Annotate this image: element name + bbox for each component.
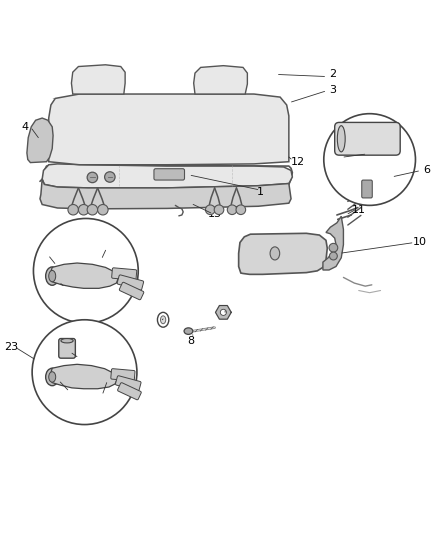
Ellipse shape bbox=[46, 368, 59, 386]
Text: 6: 6 bbox=[423, 165, 430, 175]
Text: 19: 19 bbox=[94, 392, 108, 402]
Ellipse shape bbox=[160, 316, 166, 324]
Text: 11: 11 bbox=[352, 205, 366, 215]
Circle shape bbox=[87, 172, 98, 183]
Circle shape bbox=[87, 205, 98, 215]
FancyBboxPatch shape bbox=[362, 180, 372, 198]
Circle shape bbox=[236, 205, 246, 215]
Text: 12: 12 bbox=[290, 157, 305, 167]
Circle shape bbox=[227, 205, 237, 215]
PathPatch shape bbox=[40, 179, 291, 209]
Circle shape bbox=[98, 205, 108, 215]
Text: 16: 16 bbox=[101, 242, 115, 252]
Text: 10: 10 bbox=[413, 238, 427, 247]
Text: 23: 23 bbox=[4, 342, 19, 352]
Text: 17: 17 bbox=[72, 356, 86, 365]
Ellipse shape bbox=[49, 270, 56, 282]
Circle shape bbox=[33, 219, 138, 323]
FancyBboxPatch shape bbox=[154, 169, 184, 180]
Circle shape bbox=[220, 309, 226, 316]
PathPatch shape bbox=[239, 233, 327, 274]
PathPatch shape bbox=[71, 65, 125, 94]
FancyBboxPatch shape bbox=[119, 282, 144, 300]
FancyBboxPatch shape bbox=[116, 376, 141, 391]
Circle shape bbox=[329, 244, 338, 252]
FancyBboxPatch shape bbox=[335, 123, 400, 155]
Ellipse shape bbox=[46, 267, 59, 285]
PathPatch shape bbox=[49, 94, 289, 165]
Ellipse shape bbox=[184, 328, 193, 334]
Text: 5: 5 bbox=[333, 152, 340, 163]
PathPatch shape bbox=[323, 216, 343, 270]
PathPatch shape bbox=[42, 164, 292, 188]
Polygon shape bbox=[215, 305, 231, 319]
Text: 9: 9 bbox=[220, 305, 227, 315]
Text: 2: 2 bbox=[329, 69, 336, 79]
Text: 8: 8 bbox=[187, 336, 194, 346]
Text: 15: 15 bbox=[57, 284, 71, 293]
Circle shape bbox=[68, 205, 78, 215]
PathPatch shape bbox=[49, 263, 119, 288]
Circle shape bbox=[105, 172, 115, 182]
Text: 18: 18 bbox=[61, 388, 75, 398]
Circle shape bbox=[32, 320, 137, 425]
Text: 4: 4 bbox=[21, 122, 28, 132]
Ellipse shape bbox=[157, 312, 169, 327]
Circle shape bbox=[205, 205, 215, 215]
Text: 7: 7 bbox=[159, 318, 166, 328]
FancyBboxPatch shape bbox=[59, 338, 75, 358]
Ellipse shape bbox=[49, 372, 56, 382]
Ellipse shape bbox=[337, 126, 345, 152]
Ellipse shape bbox=[61, 338, 73, 343]
Text: 3: 3 bbox=[329, 85, 336, 95]
FancyBboxPatch shape bbox=[112, 268, 137, 280]
FancyBboxPatch shape bbox=[117, 275, 144, 290]
Circle shape bbox=[324, 114, 416, 205]
Circle shape bbox=[214, 205, 224, 215]
Text: 14: 14 bbox=[39, 248, 53, 259]
PathPatch shape bbox=[194, 66, 247, 94]
Ellipse shape bbox=[270, 247, 280, 260]
PathPatch shape bbox=[27, 118, 53, 163]
Text: 13: 13 bbox=[208, 209, 222, 219]
Circle shape bbox=[329, 252, 337, 260]
FancyBboxPatch shape bbox=[117, 383, 141, 400]
Text: 1: 1 bbox=[257, 187, 264, 197]
FancyBboxPatch shape bbox=[111, 369, 135, 381]
Circle shape bbox=[78, 205, 89, 215]
PathPatch shape bbox=[49, 364, 118, 389]
